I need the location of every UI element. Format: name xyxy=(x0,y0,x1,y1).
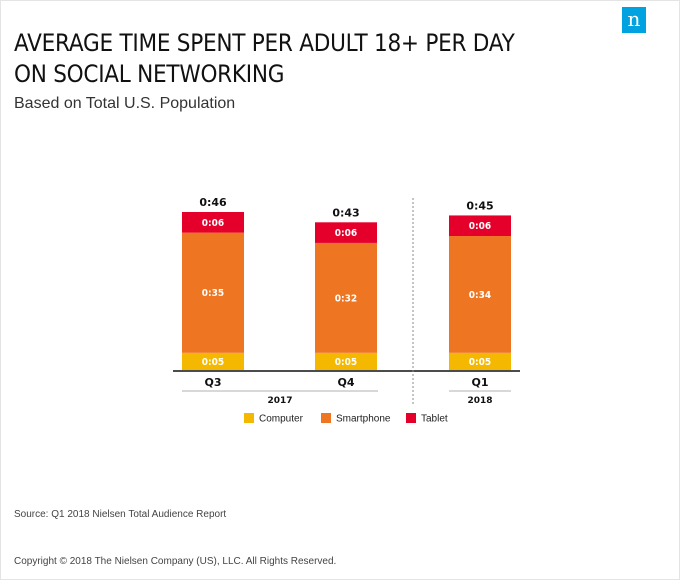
bar-segment-smartphone-q4 xyxy=(315,242,377,353)
chart-subtitle: Based on Total U.S. Population xyxy=(14,95,236,112)
category-label-q3: Q3 xyxy=(204,376,221,389)
bar-segment-smartphone-q3 xyxy=(182,232,244,353)
source-note: Source: Q1 2018 Nielsen Total Audience R… xyxy=(14,509,227,520)
bar-segment-tablet-q3 xyxy=(182,212,244,233)
bar-label-tablet-q3: 0:06 xyxy=(202,218,224,229)
bar-label-smartphone-q3: 0:35 xyxy=(202,288,224,299)
legend-label-smartphone: Smartphone xyxy=(336,414,391,425)
bar-segment-tablet-q4 xyxy=(315,222,377,243)
nielsen-logo: n xyxy=(622,7,646,33)
bar-label-computer-q3: 0:05 xyxy=(202,357,224,368)
bar-segment-computer-q3 xyxy=(182,352,244,370)
total-label-q4: 0:43 xyxy=(332,206,359,219)
legend-label-computer: Computer xyxy=(259,414,304,425)
chart-title: AVERAGE TIME SPENT PER ADULT 18+ PER DAY… xyxy=(14,28,518,90)
bar-segment-smartphone-q1 xyxy=(449,236,511,353)
copyright-note: Copyright © 2018 The Nielsen Company (US… xyxy=(14,556,337,567)
category-label-q1: Q1 xyxy=(471,376,488,389)
chart-title-line1: AVERAGE TIME SPENT PER ADULT 18+ PER DAY xyxy=(14,29,515,57)
bar-label-tablet-q1: 0:06 xyxy=(469,221,491,232)
total-label-q1: 0:45 xyxy=(466,199,493,212)
bar-segment-computer-q4 xyxy=(315,352,377,370)
bar-label-computer-q4: 0:05 xyxy=(335,357,357,368)
legend-swatch-tablet xyxy=(406,413,416,423)
category-label-q4: Q4 xyxy=(337,376,354,389)
chart-title-line2: ON SOCIAL NETWORKING xyxy=(14,60,285,88)
bar-segment-tablet-q1 xyxy=(449,215,511,237)
year-label-2017: 2017 xyxy=(267,396,292,406)
year-label-2018: 2018 xyxy=(467,396,492,406)
bar-label-smartphone-q4: 0:32 xyxy=(335,293,357,304)
bar-label-tablet-q4: 0:06 xyxy=(335,228,357,239)
legend-swatch-smartphone xyxy=(321,413,331,423)
bar-label-smartphone-q1: 0:34 xyxy=(469,290,491,301)
legend-swatch-computer xyxy=(244,413,254,423)
legend-label-tablet: Tablet xyxy=(421,414,448,425)
bar-label-computer-q1: 0:05 xyxy=(469,357,491,368)
total-label-q3: 0:46 xyxy=(199,196,227,209)
bar-segment-computer-q1 xyxy=(449,352,511,370)
